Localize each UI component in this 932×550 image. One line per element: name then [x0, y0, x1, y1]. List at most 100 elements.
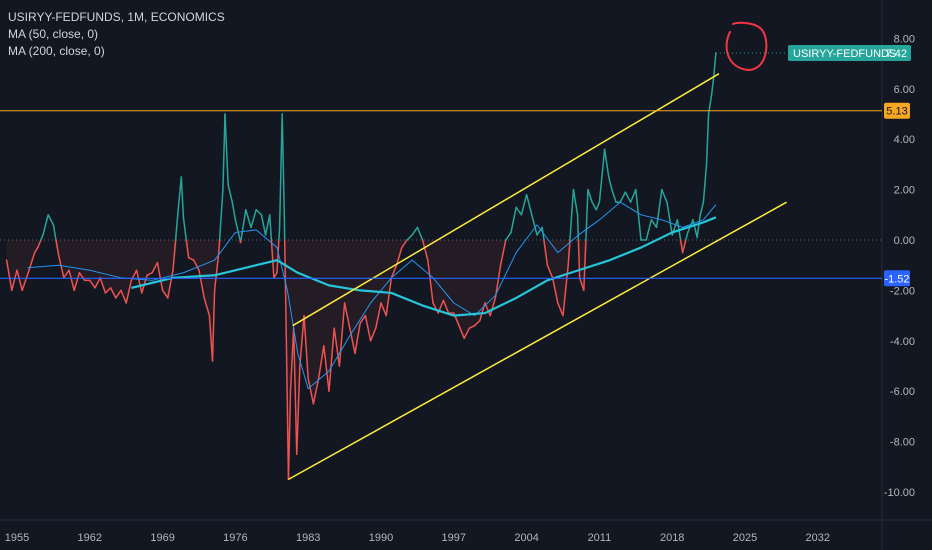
- main-series-segment: [296, 365, 301, 455]
- main-series-segment: [52, 224, 57, 241]
- main-series-segment: [557, 302, 564, 317]
- main-series-segment: [685, 231, 689, 241]
- main-series-segment: [218, 239, 221, 254]
- main-series-segment: [161, 289, 169, 299]
- legend-ma50[interactable]: MA (50, close, 0): [8, 27, 99, 41]
- main-series-segment: [427, 259, 434, 304]
- main-series-segment: [661, 188, 668, 203]
- main-series-segment: [416, 226, 424, 241]
- main-series-segment: [156, 261, 164, 292]
- main-series-segment: [463, 327, 471, 340]
- main-series-segment: [68, 269, 75, 292]
- main-series-segment: [364, 314, 372, 342]
- main-series-segment: [411, 226, 419, 236]
- x-tick-label: 2011: [588, 532, 612, 544]
- last-value-series-name: USIRYY-FEDFUNDS: [793, 48, 896, 60]
- main-series-segment: [292, 327, 298, 455]
- y-tick-label: -8.00: [890, 437, 915, 449]
- main-series-segment: [380, 302, 387, 317]
- main-series-segment: [193, 259, 200, 271]
- y-tick-label: -2.00: [890, 285, 915, 297]
- main-series-segment: [245, 209, 252, 229]
- main-series-segment: [406, 234, 413, 241]
- main-series-segment: [666, 201, 673, 236]
- main-series-segment: [26, 251, 36, 277]
- resistance-badge-bg: [884, 102, 910, 119]
- x-tick-label: 1990: [369, 532, 393, 544]
- main-series-segment: [619, 191, 627, 203]
- main-series-segment: [11, 269, 18, 292]
- main-series-segment: [595, 201, 601, 211]
- main-series-segment: [218, 188, 224, 241]
- main-series-segment: [655, 188, 663, 229]
- annotation-circle: [725, 21, 768, 72]
- main-series-segment: [710, 75, 715, 95]
- channel-upper-line: [292, 73, 720, 327]
- x-tick-label: 2032: [806, 532, 830, 544]
- main-series-segment: [551, 277, 559, 304]
- main-series-segment: [583, 239, 587, 292]
- main-series-segment: [182, 216, 188, 241]
- chart-legend: USIRYY-FEDFUNDS, 1M, ECONOMICS MA (50, c…: [8, 9, 225, 60]
- main-series-segment: [281, 113, 286, 216]
- main-series-segment: [598, 148, 606, 203]
- main-series-segment: [536, 226, 543, 236]
- legend-title[interactable]: USIRYY-FEDFUNDS, 1M, ECONOMICS: [8, 10, 225, 24]
- main-series-segment: [338, 302, 346, 367]
- main-series-segment: [343, 302, 351, 329]
- y-tick-label: -10.00: [884, 487, 915, 499]
- main-series-segment: [323, 345, 330, 392]
- y-tick-label: -4.00: [890, 336, 915, 348]
- main-series-segment: [692, 219, 698, 239]
- main-series-segment: [543, 239, 549, 266]
- main-series-segment: [109, 287, 117, 299]
- main-series-segment: [37, 239, 42, 249]
- main-series-segment: [115, 289, 122, 299]
- negative-fill-area: [6, 240, 716, 480]
- main-series-segment: [63, 269, 70, 279]
- x-tick-label: 1969: [150, 532, 174, 544]
- main-series-segment: [255, 209, 263, 216]
- main-series-segment: [401, 239, 408, 249]
- main-series-segment: [494, 264, 502, 299]
- x-tick-label: 2018: [660, 532, 684, 544]
- main-series-segment: [385, 277, 393, 317]
- main-series-segment: [650, 219, 658, 229]
- main-series-segment: [264, 214, 271, 236]
- main-series-segment: [635, 188, 642, 241]
- main-series-segment: [55, 239, 60, 256]
- main-series-segment: [611, 188, 617, 203]
- x-tick-label: 1983: [296, 532, 320, 544]
- x-tick-label: 1976: [223, 532, 247, 544]
- main-series-segment: [303, 314, 309, 380]
- main-series-segment: [231, 201, 237, 221]
- main-series-segment: [587, 188, 593, 203]
- main-series-segment: [5, 259, 13, 292]
- main-series-segment: [167, 269, 174, 299]
- support-badge-text: -1.52: [884, 273, 909, 285]
- main-series-segment: [174, 209, 179, 241]
- legend-ma200[interactable]: MA (200, close, 0): [8, 44, 105, 58]
- main-series-segment: [328, 327, 335, 392]
- main-series-segment: [645, 219, 653, 241]
- main-series-segment: [577, 239, 581, 279]
- main-series-segment: [73, 272, 81, 292]
- main-series-segment: [120, 289, 127, 304]
- y-tick-label: 4.00: [894, 134, 915, 146]
- main-series-segment: [473, 319, 481, 327]
- main-series-segment: [578, 277, 585, 292]
- main-series-segment: [287, 390, 292, 481]
- main-series-segment: [99, 277, 107, 294]
- last-value-badge-bg: [788, 45, 911, 62]
- main-series-segment: [458, 324, 465, 340]
- main-series-segment: [289, 327, 295, 392]
- main-series-segment: [276, 239, 280, 274]
- main-series-segment: [499, 239, 507, 266]
- main-series-segment: [421, 239, 429, 261]
- main-series-segment: [569, 188, 575, 241]
- main-series-segment: [125, 279, 133, 304]
- main-series-segment: [270, 239, 275, 279]
- main-series-segment: [57, 254, 65, 279]
